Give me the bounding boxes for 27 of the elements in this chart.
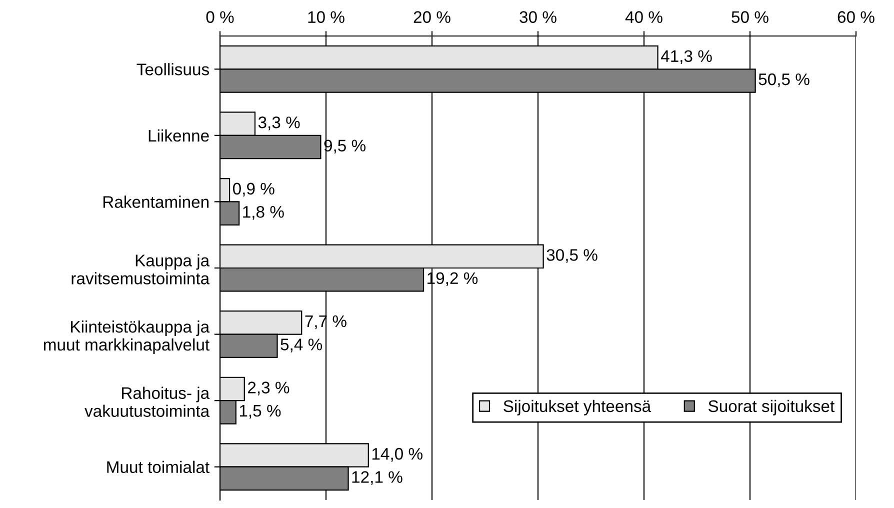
y-tick-label: Muut toimialat xyxy=(107,460,210,474)
data-label: 14,0 % xyxy=(372,448,422,462)
data-label: 2,3 % xyxy=(248,382,290,396)
y-tick-label: Kiinteistökauppa ja muut markkinapalvelut xyxy=(44,320,210,354)
x-tick-label: 0 % xyxy=(206,11,234,23)
x-tick-label: 60 % xyxy=(838,11,874,23)
x-tick-label: 40 % xyxy=(625,11,662,23)
data-label: 12,1 % xyxy=(352,471,402,485)
y-tick-label: Teollisuus xyxy=(136,63,209,76)
legend-label: Suorat sijoitukset xyxy=(708,400,835,416)
x-tick-label: 10 % xyxy=(308,11,344,23)
data-label: 3,3 % xyxy=(258,116,300,130)
data-label: 41,3 % xyxy=(660,50,712,64)
data-label: 1,5 % xyxy=(240,404,281,419)
x-tick-label: 30 % xyxy=(520,11,556,23)
x-tick-label: 20 % xyxy=(414,11,450,23)
data-label: 1,8 % xyxy=(243,206,284,220)
data-label: 30,5 % xyxy=(546,249,598,263)
y-tick-label: Kauppa ja ravitsemustoiminta xyxy=(72,254,210,284)
data-label: 0,9 % xyxy=(232,182,274,197)
y-tick-label: Liikenne xyxy=(148,129,209,142)
data-label: 5,4 % xyxy=(280,338,322,352)
x-tick-label: 50 % xyxy=(732,11,768,23)
legend-label: Sijoitukset yhteensä xyxy=(504,400,652,416)
y-tick-label: Rahoitus- ja vakuutustoiminta xyxy=(84,386,210,417)
data-label: 50,5 % xyxy=(758,73,810,88)
y-tick-label: Rakentaminen xyxy=(103,196,209,208)
